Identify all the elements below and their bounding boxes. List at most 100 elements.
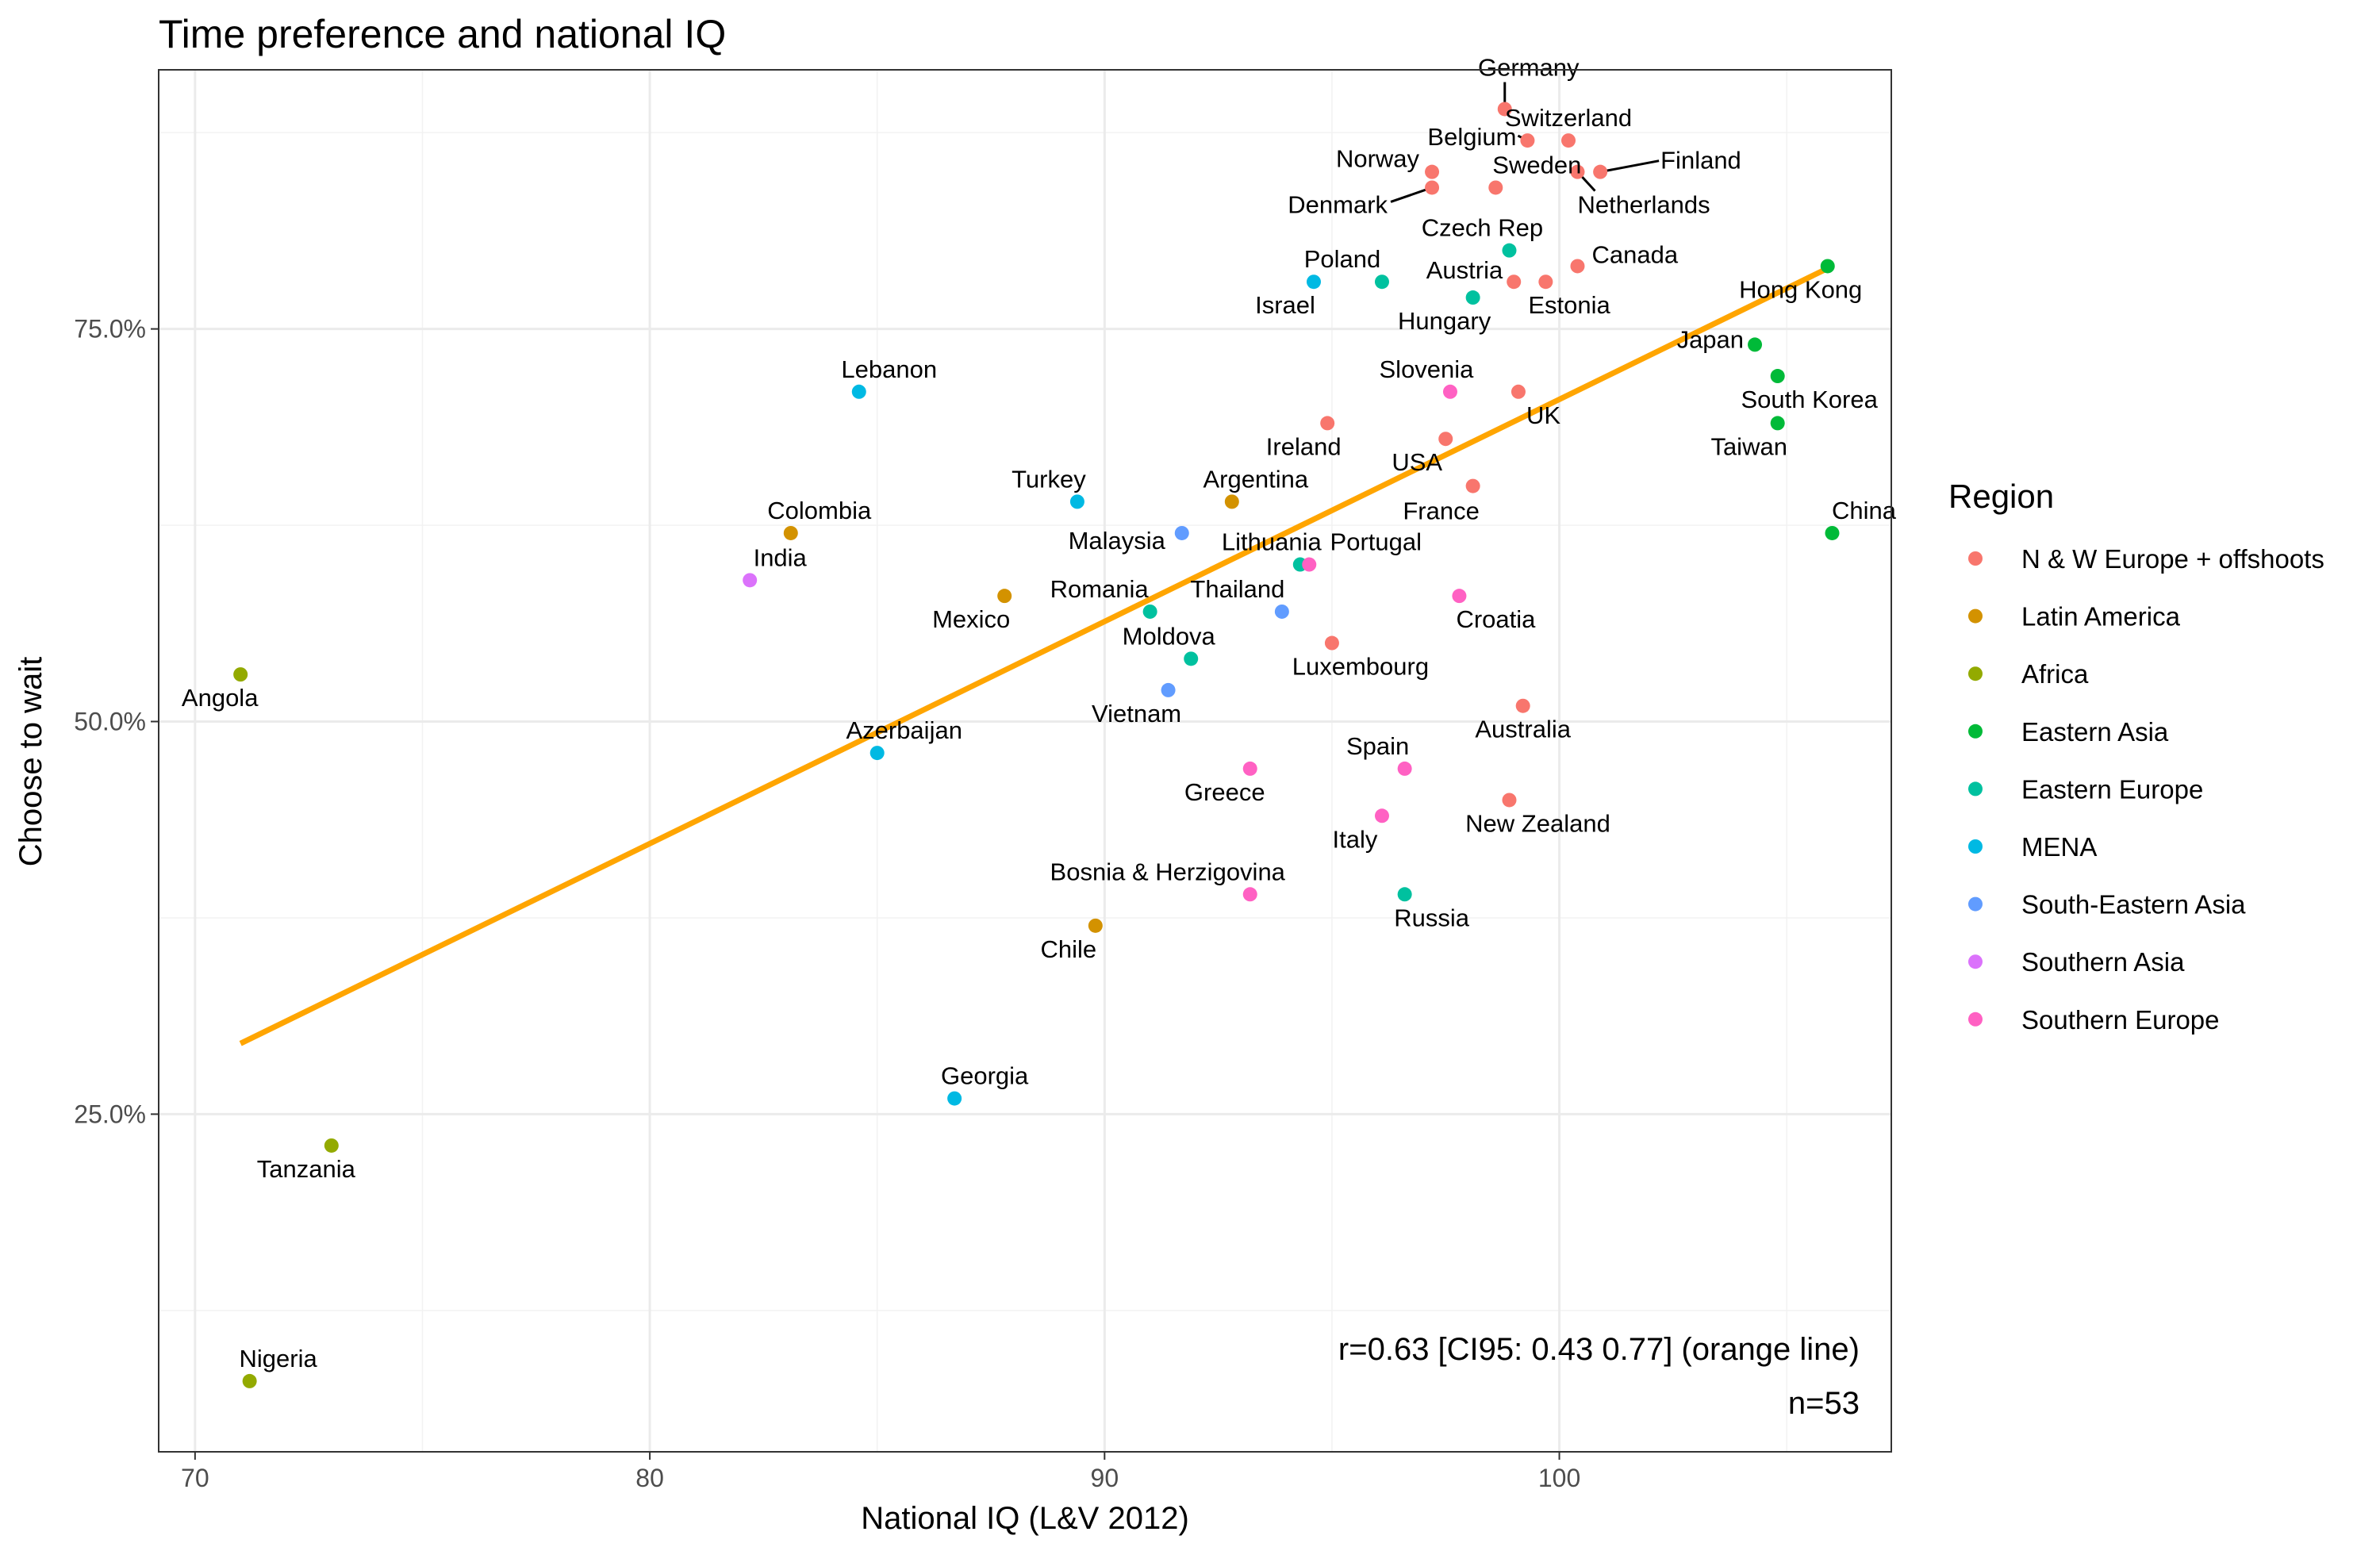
- point-label-canada: Canada: [1591, 240, 1678, 268]
- legend-label-africa: Africa: [2021, 659, 2089, 689]
- point-label-israel: Israel: [1255, 291, 1315, 319]
- point-azerbaijan: [869, 746, 885, 761]
- point-label-ireland: Ireland: [1266, 432, 1342, 460]
- point-label-georgia: Georgia: [941, 1062, 1029, 1090]
- point-ireland: [1320, 416, 1335, 431]
- point-label-uk: UK: [1526, 401, 1560, 429]
- fit-line: [239, 263, 1834, 1046]
- point-label-belgium: Belgium: [1427, 123, 1516, 151]
- point-china: [1825, 525, 1840, 540]
- y-tick-label: 75.0%: [74, 315, 146, 344]
- point-label-turkey: Turkey: [1012, 465, 1086, 493]
- point-label-new-zealand: New Zealand: [1465, 809, 1610, 837]
- point-label-tanzania: Tanzania: [257, 1155, 356, 1183]
- legend-label-mena: MENA: [2021, 832, 2097, 862]
- point-germany: [1497, 102, 1512, 117]
- point-label-netherlands: Netherlands: [1577, 191, 1710, 219]
- point-mexico: [997, 589, 1012, 604]
- y-tick-label: 50.0%: [74, 708, 146, 736]
- point-label-slovenia: Slovenia: [1380, 355, 1475, 383]
- point-taiwan: [1770, 416, 1785, 431]
- point-switzerland: [1561, 133, 1576, 148]
- point-label-india: India: [754, 543, 808, 571]
- x-tick-label: 80: [635, 1464, 664, 1492]
- point-portugal: [1302, 557, 1317, 572]
- point-label-mexico: Mexico: [932, 605, 1010, 633]
- point-label-australia: Australia: [1475, 716, 1571, 743]
- point-colombia: [783, 525, 798, 540]
- x-tick-label: 70: [181, 1464, 209, 1492]
- x-axis-title: National IQ (L&V 2012): [861, 1501, 1189, 1536]
- legend-label-n-w-europe-offshoots: N & W Europe + offshoots: [2021, 544, 2324, 574]
- y-axis-ticks: 25.0% 50.0% 75.0%: [74, 315, 159, 1128]
- point-label-south-korea: South Korea: [1741, 386, 1879, 413]
- legend-key-eastern-europe: [1968, 781, 1983, 797]
- point-denmark: [1425, 180, 1440, 195]
- legend-key-latin-america: [1968, 608, 1983, 624]
- point-label-lebanon: Lebanon: [841, 355, 937, 383]
- point-finland: [1593, 164, 1608, 179]
- legend-label-eastern-europe: Eastern Europe: [2021, 774, 2203, 804]
- point-south-korea: [1770, 369, 1785, 384]
- point-canada: [1570, 259, 1585, 274]
- point-luxembourg: [1324, 635, 1339, 651]
- point-label-china: China: [1832, 497, 1897, 524]
- annotation-n: n=53: [1788, 1386, 1860, 1421]
- point-argentina: [1224, 494, 1239, 509]
- legend-key-southern-europe: [1968, 1012, 1983, 1027]
- plot-border: [158, 69, 1892, 1453]
- point-label-bosnia-herzigovina: Bosnia & Herzigovina: [1050, 858, 1286, 885]
- plot-panel: [159, 70, 1891, 1452]
- point-label-azerbaijan: Azerbaijan: [846, 716, 962, 744]
- point-vietnam: [1161, 682, 1176, 697]
- point-label-greece: Greece: [1184, 778, 1265, 806]
- point-label-chile: Chile: [1041, 935, 1097, 963]
- point-india: [743, 573, 758, 588]
- point-angola: [233, 667, 248, 682]
- point-label-estonia: Estonia: [1528, 291, 1610, 319]
- point-netherlands: [1570, 164, 1585, 179]
- point-label-lithuania: Lithuania: [1222, 528, 1322, 556]
- point-label-poland: Poland: [1304, 245, 1381, 273]
- point-japan: [1748, 337, 1763, 352]
- point-label-taiwan: Taiwan: [1710, 432, 1787, 460]
- point-austria: [1507, 274, 1522, 290]
- point-spain: [1397, 761, 1412, 776]
- data-points: [233, 102, 1840, 1388]
- point-israel: [1307, 274, 1321, 290]
- point-label-switzerland: Switzerland: [1505, 104, 1632, 132]
- annotation-correlation: r=0.63 [CI95: 0.43 0.77] (orange line): [1338, 1332, 1860, 1367]
- point-label-russia: Russia: [1394, 904, 1470, 931]
- point-label-austria: Austria: [1426, 256, 1503, 284]
- point-norway: [1425, 164, 1440, 179]
- point-italy: [1374, 808, 1389, 823]
- point-label-luxembourg: Luxembourg: [1292, 653, 1429, 681]
- point-poland: [1374, 274, 1389, 290]
- point-russia: [1397, 887, 1412, 902]
- legend-key-n-w-europe-offshoots: [1968, 551, 1983, 566]
- point-label-malaysia: Malaysia: [1069, 527, 1166, 555]
- point-nigeria: [242, 1373, 257, 1388]
- grid-major: [159, 70, 1891, 1452]
- point-france: [1465, 478, 1480, 493]
- point-label-thailand: Thailand: [1190, 575, 1284, 603]
- x-axis-ticks: 70 80 90 100: [181, 1452, 1580, 1492]
- point-tanzania: [324, 1138, 339, 1153]
- point-new-zealand: [1502, 793, 1517, 808]
- legend-title: Region: [1948, 478, 2054, 515]
- legend-label-latin-america: Latin America: [2021, 602, 2181, 631]
- point-malaysia: [1174, 525, 1189, 540]
- point-georgia: [947, 1091, 962, 1106]
- point-label-hungary: Hungary: [1398, 307, 1491, 335]
- y-tick-label: 25.0%: [74, 1100, 146, 1128]
- point-label-finland: Finland: [1660, 147, 1741, 175]
- legend-key-africa: [1968, 666, 1983, 681]
- point-turkey: [1069, 494, 1084, 509]
- legend-label-eastern-asia: Eastern Asia: [2021, 717, 2169, 747]
- point-label-angola: Angola: [182, 684, 259, 712]
- grid-minor: [159, 70, 1891, 1452]
- point-label-croatia: Croatia: [1456, 605, 1536, 633]
- point-label-japan: Japan: [1677, 325, 1744, 353]
- legend-label-southern-asia: Southern Asia: [2021, 947, 2185, 977]
